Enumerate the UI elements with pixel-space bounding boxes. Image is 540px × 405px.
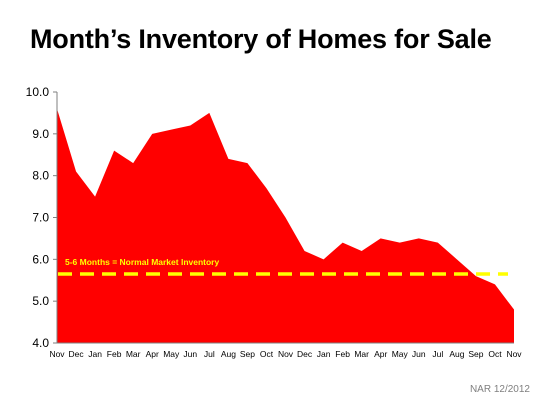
x-tick-label: Nov	[506, 349, 522, 359]
x-tick-label: Apr	[146, 349, 159, 359]
x-tick-label: Nov	[49, 349, 65, 359]
x-tick-label: Apr	[374, 349, 387, 359]
x-tick-label: Jul	[204, 349, 215, 359]
x-tick-label: Sep	[240, 349, 255, 359]
x-tick-label: Nov	[278, 349, 294, 359]
source-note: NAR 12/2012	[469, 384, 530, 395]
y-tick-label: 4.0	[32, 336, 49, 350]
y-tick-label: 10.0	[26, 85, 50, 99]
y-tick-label: 9.0	[32, 127, 49, 141]
x-tick-label: Feb	[335, 349, 350, 359]
x-tick-label: Aug	[449, 349, 464, 359]
x-tick-label: Aug	[221, 349, 236, 359]
y-tick-label: 6.0	[32, 252, 49, 266]
y-tick-label: 5.0	[32, 294, 49, 308]
x-tick-label: Dec	[297, 349, 313, 359]
x-tick-label: Jun	[412, 349, 426, 359]
y-tick-label: 8.0	[32, 169, 49, 183]
x-tick-label: Dec	[68, 349, 84, 359]
x-tick-label: May	[163, 349, 180, 359]
x-tick-label: Mar	[354, 349, 369, 359]
x-tick-label: May	[392, 349, 409, 359]
x-tick-label: Jun	[183, 349, 197, 359]
inventory-area	[57, 108, 514, 343]
x-tick-label: Jul	[432, 349, 443, 359]
x-tick-label: Oct	[260, 349, 274, 359]
x-tick-label: Jan	[317, 349, 331, 359]
x-tick-label: Feb	[107, 349, 122, 359]
x-tick-label: Oct	[488, 349, 502, 359]
x-tick-label: Mar	[126, 349, 141, 359]
reference-annotation: 5-6 Months = Normal Market Inventory	[65, 257, 219, 267]
y-tick-label: 7.0	[32, 211, 49, 225]
x-tick-label: Sep	[468, 349, 483, 359]
chart-title: Month’s Inventory of Homes for Sale	[30, 24, 492, 54]
x-tick-label: Jan	[88, 349, 102, 359]
